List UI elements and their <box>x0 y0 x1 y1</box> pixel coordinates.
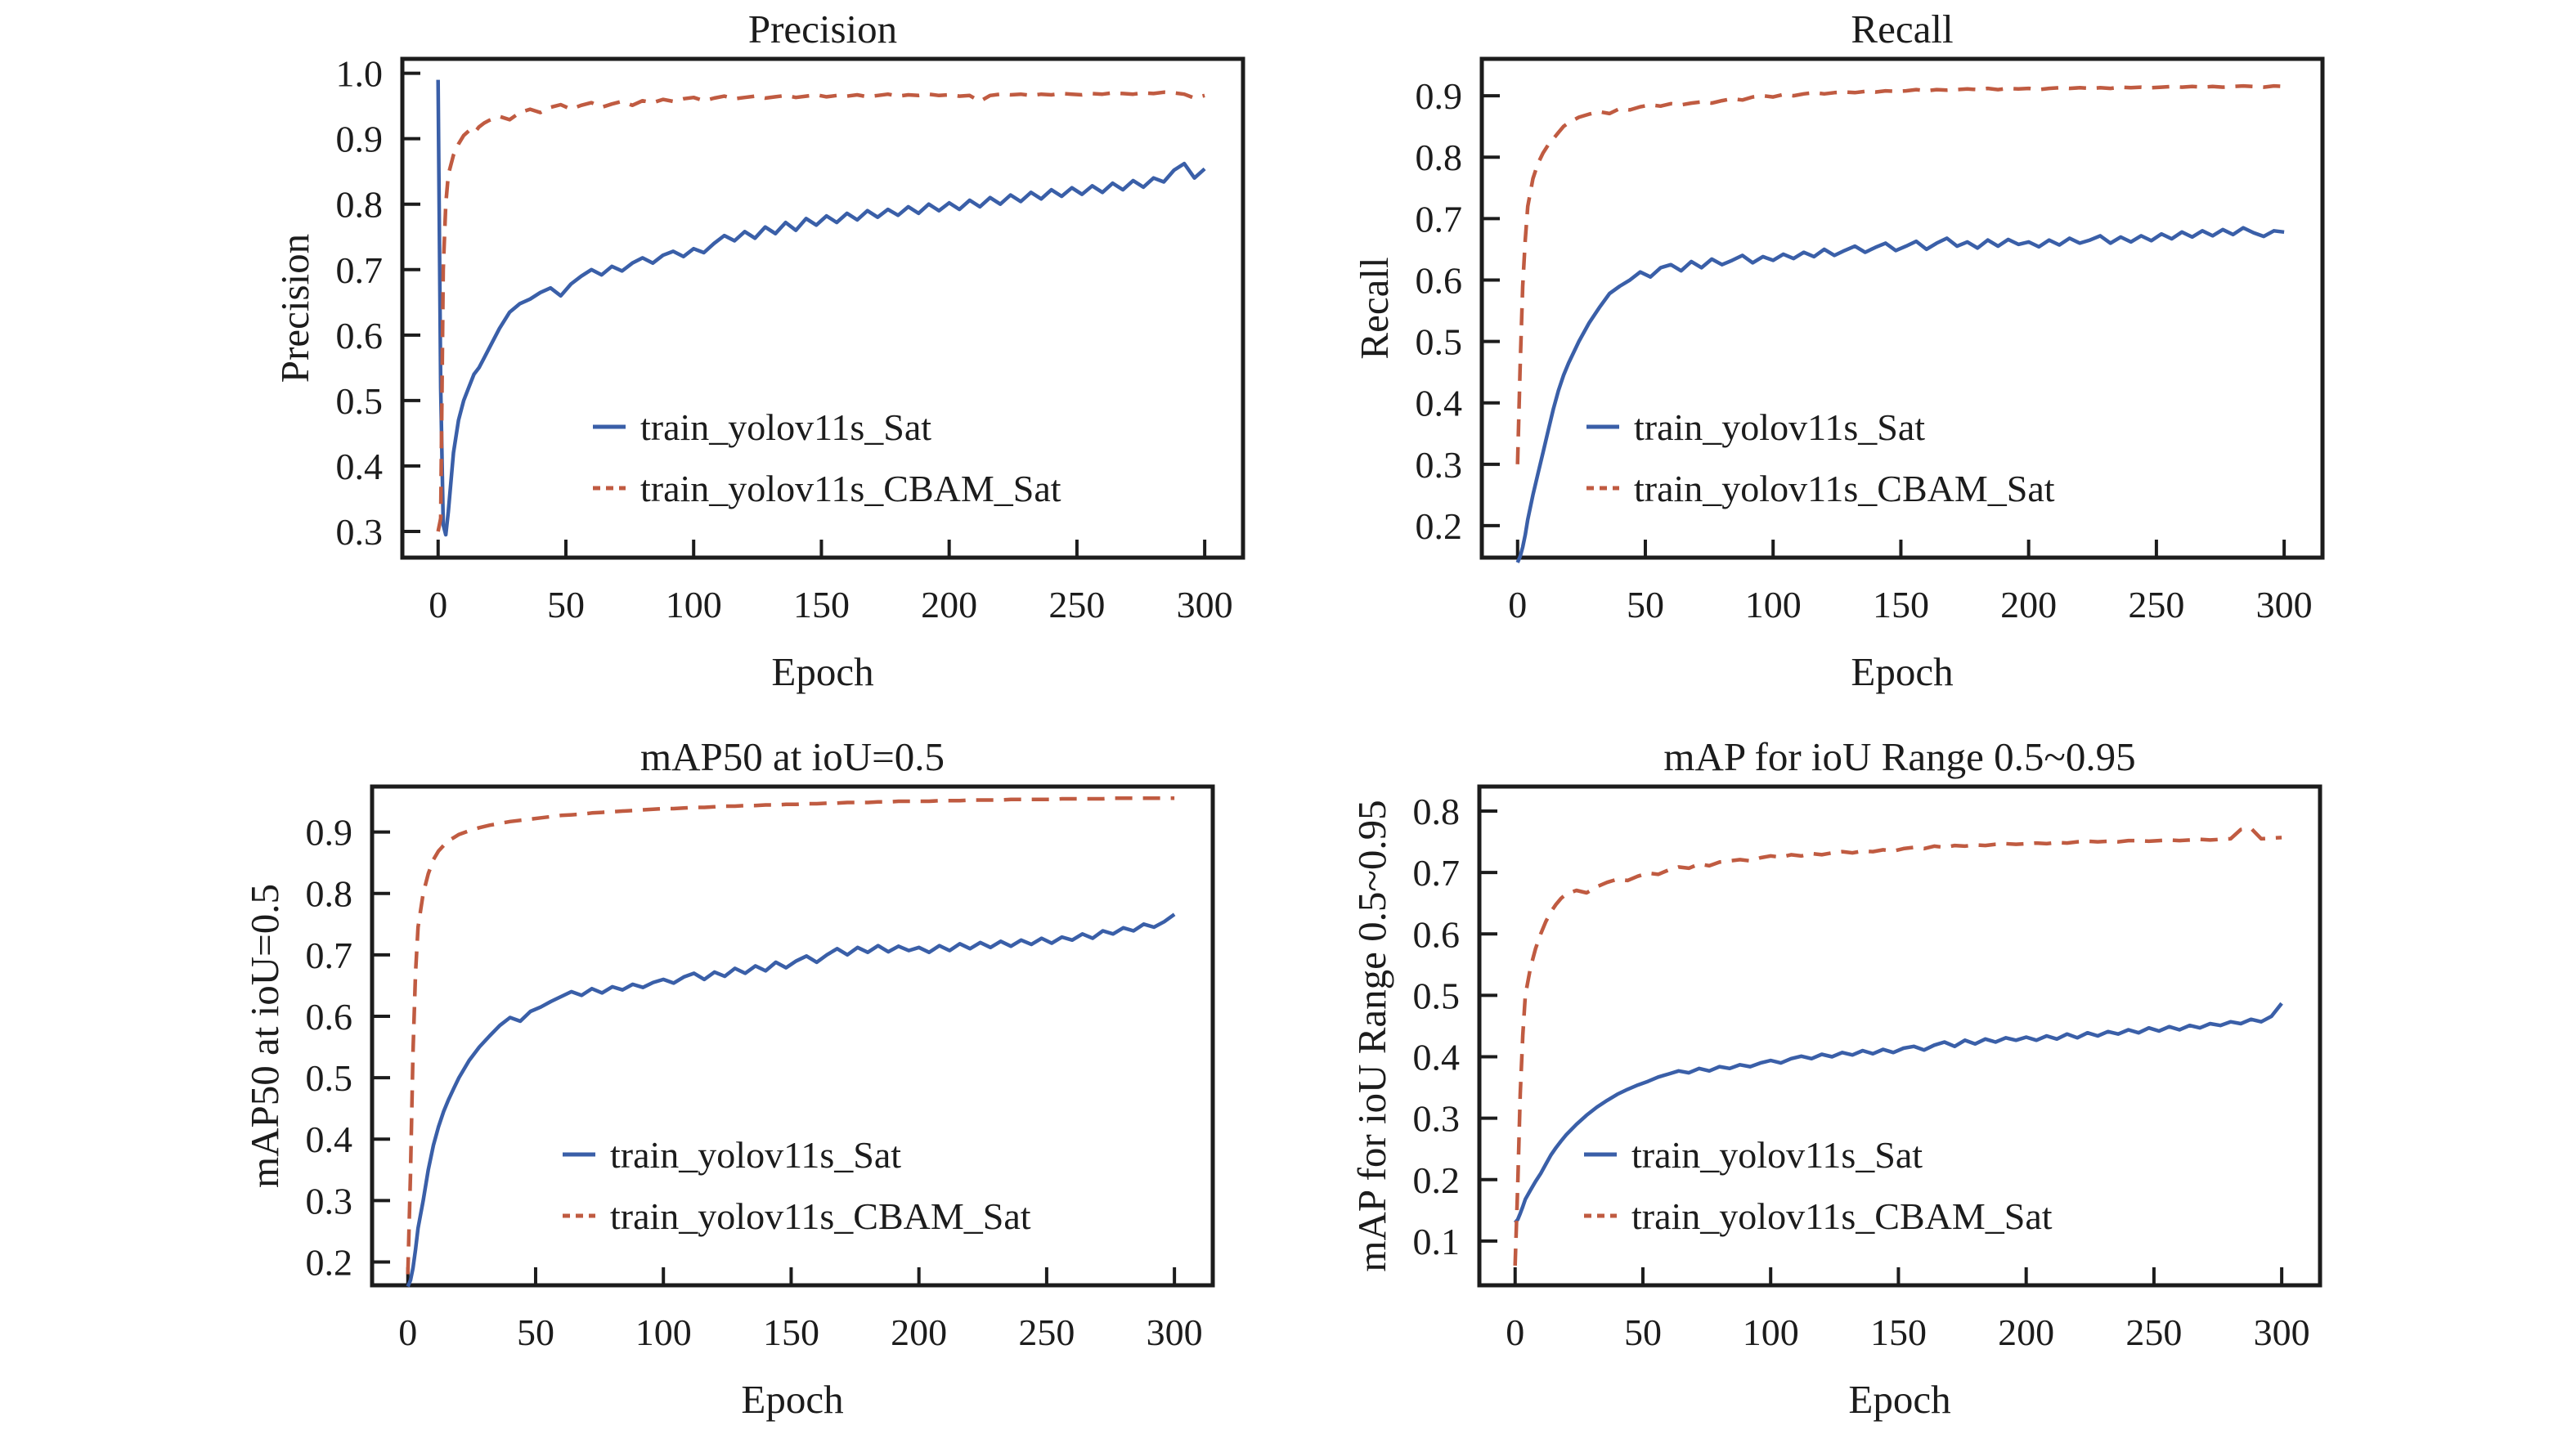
x-tick-label: 100 <box>1743 1311 1799 1353</box>
y-tick-label: 0.7 <box>306 935 353 976</box>
y-tick-label: 0.9 <box>1416 75 1463 117</box>
y-tick-label: 0.7 <box>336 249 384 291</box>
x-tick-label: 250 <box>2125 1311 2182 1353</box>
chart-title: Recall <box>1851 7 1953 52</box>
series-line-orange-dashed <box>406 796 1175 1275</box>
y-tick-label: 0.4 <box>306 1118 353 1160</box>
y-tick-label: 0.3 <box>1416 444 1463 486</box>
legend-label: train_yolov11s_Sat <box>1634 406 1925 448</box>
x-tick-label: 300 <box>1177 584 1233 625</box>
y-tick-label: 0.5 <box>336 380 384 422</box>
x-tick-label: 200 <box>891 1311 947 1353</box>
y-tick-label: 0.5 <box>306 1057 353 1099</box>
chart-title: Precision <box>748 7 897 52</box>
x-tick-label: 50 <box>517 1311 554 1353</box>
y-tick-label: 0.6 <box>1416 259 1463 301</box>
y-tick-label: 0.4 <box>1416 383 1463 424</box>
y-axis-label: Recall <box>1352 257 1397 359</box>
x-tick-label: 0 <box>1508 584 1527 625</box>
series-line-blue-solid <box>406 912 1176 1288</box>
legend-label: train_yolov11s_Sat <box>640 406 931 448</box>
x-tick-label: 300 <box>2256 584 2313 625</box>
y-tick-label: 0.6 <box>336 315 384 356</box>
legend-label: train_yolov11s_Sat <box>610 1134 901 1176</box>
x-axis-label: Epoch <box>741 1377 843 1422</box>
x-tick-label: 250 <box>1048 584 1105 625</box>
legend-label: train_yolov11s_CBAM_Sat <box>640 468 1061 509</box>
x-tick-label: 150 <box>763 1311 819 1353</box>
x-tick-label: 0 <box>398 1311 417 1353</box>
y-tick-label: 0.2 <box>1416 505 1463 547</box>
y-axis-label: mAP50 at ioU=0.5 <box>242 884 287 1188</box>
y-tick-label: 0.3 <box>336 511 384 553</box>
y-tick-label: 0.8 <box>336 184 384 226</box>
x-axis-label: Epoch <box>1851 649 1953 694</box>
x-tick-label: 200 <box>2000 584 2057 625</box>
x-tick-label: 200 <box>1998 1311 2054 1353</box>
legend-label: train_yolov11s_CBAM_Sat <box>1631 1195 2053 1237</box>
map-range-chart-cell: mAP for ioU Range 0.5~0.95 Epoch mAP for i… <box>1343 728 2390 1439</box>
x-tick-label: 50 <box>1624 1311 1662 1353</box>
chart-title: mAP50 at ioU=0.5 <box>640 734 945 779</box>
chart-recall: Recall Epoch Recall 0 50 100 150 200 250 300 0.9 0.… <box>1352 7 2325 694</box>
x-tick-label: 0 <box>1506 1311 1524 1353</box>
legend-label: train_yolov11s_CBAM_Sat <box>610 1195 1031 1237</box>
x-tick-label: 50 <box>1627 584 1664 625</box>
x-tick-label: 150 <box>1870 1311 1927 1353</box>
y-tick-label: 0.3 <box>1413 1098 1461 1140</box>
y-tick-label: 0.9 <box>336 119 384 160</box>
series-line-blue-solid <box>436 79 1206 537</box>
series-line-blue-solid <box>1515 226 2285 563</box>
x-axis-label: Epoch <box>771 649 873 694</box>
chart-precision: Precision Epoch Precision 0 50 100 150 200 250 30… <box>272 7 1245 694</box>
y-tick-label: 0.2 <box>1413 1159 1461 1201</box>
x-tick-label: 100 <box>1745 584 1802 625</box>
y-tick-label: 0.5 <box>1413 975 1461 1016</box>
x-tick-label: 150 <box>793 584 850 625</box>
map50-chart-cell: mAP50 at ioU=0.5 Epoch mAP50 at ioU=0.5 0 50… <box>236 728 1282 1439</box>
x-tick-label: 50 <box>547 584 585 625</box>
y-tick-label: 0.5 <box>1416 321 1463 363</box>
series-line-orange-dashed <box>1513 826 2282 1266</box>
x-tick-label: 150 <box>1873 584 1929 625</box>
y-tick-label: 1.0 <box>336 53 384 95</box>
y-tick-label: 0.8 <box>306 873 353 915</box>
x-tick-label: 0 <box>429 584 447 625</box>
y-tick-label: 0.8 <box>1416 137 1463 178</box>
y-tick-label: 0.4 <box>1413 1037 1461 1078</box>
legend-label: train_yolov11s_CBAM_Sat <box>1634 468 2055 509</box>
y-axis-label: mAP for ioU Range 0.5~0.95 <box>1349 800 1394 1271</box>
y-tick-label: 0.2 <box>306 1241 353 1283</box>
y-axis-label: Precision <box>272 234 317 383</box>
y-tick-label: 0.6 <box>1413 913 1461 955</box>
x-tick-label: 250 <box>2128 584 2184 625</box>
y-tick-label: 0.3 <box>306 1180 353 1222</box>
series-line-blue-solid <box>1513 1002 2283 1224</box>
chart-map-range: mAP for ioU Range 0.5~0.95 Epoch mAP for i… <box>1349 734 2322 1422</box>
x-tick-label: 100 <box>666 584 722 625</box>
y-tick-label: 0.7 <box>1416 198 1463 240</box>
y-tick-label: 0.9 <box>306 812 353 854</box>
y-tick-label: 0.8 <box>1413 791 1461 832</box>
y-tick-label: 0.7 <box>1413 852 1461 894</box>
precision-chart-cell: Precision Epoch Precision 0 50 100 150 200 250 30… <box>266 0 1313 711</box>
series-line-orange-dashed <box>1515 83 2285 464</box>
x-tick-label: 300 <box>1147 1311 1203 1353</box>
x-tick-label: 300 <box>2254 1311 2310 1353</box>
x-axis-label: Epoch <box>1848 1377 1950 1422</box>
chart-map50: mAP50 at ioU=0.5 Epoch mAP50 at ioU=0.5 0 50… <box>242 734 1215 1422</box>
chart-title: mAP for ioU Range 0.5~0.95 <box>1663 734 2135 779</box>
x-tick-label: 200 <box>921 584 977 625</box>
legend-label: train_yolov11s_Sat <box>1631 1134 1923 1176</box>
y-tick-label: 0.1 <box>1413 1221 1461 1262</box>
series-line-orange-dashed <box>436 90 1205 532</box>
recall-chart-cell: Recall Epoch Recall 0 50 100 150 200 250 300 0.9 0.… <box>1345 0 2392 711</box>
y-tick-label: 0.6 <box>306 996 353 1038</box>
x-tick-label: 250 <box>1018 1311 1075 1353</box>
y-tick-label: 0.4 <box>336 446 384 487</box>
x-tick-label: 100 <box>635 1311 692 1353</box>
